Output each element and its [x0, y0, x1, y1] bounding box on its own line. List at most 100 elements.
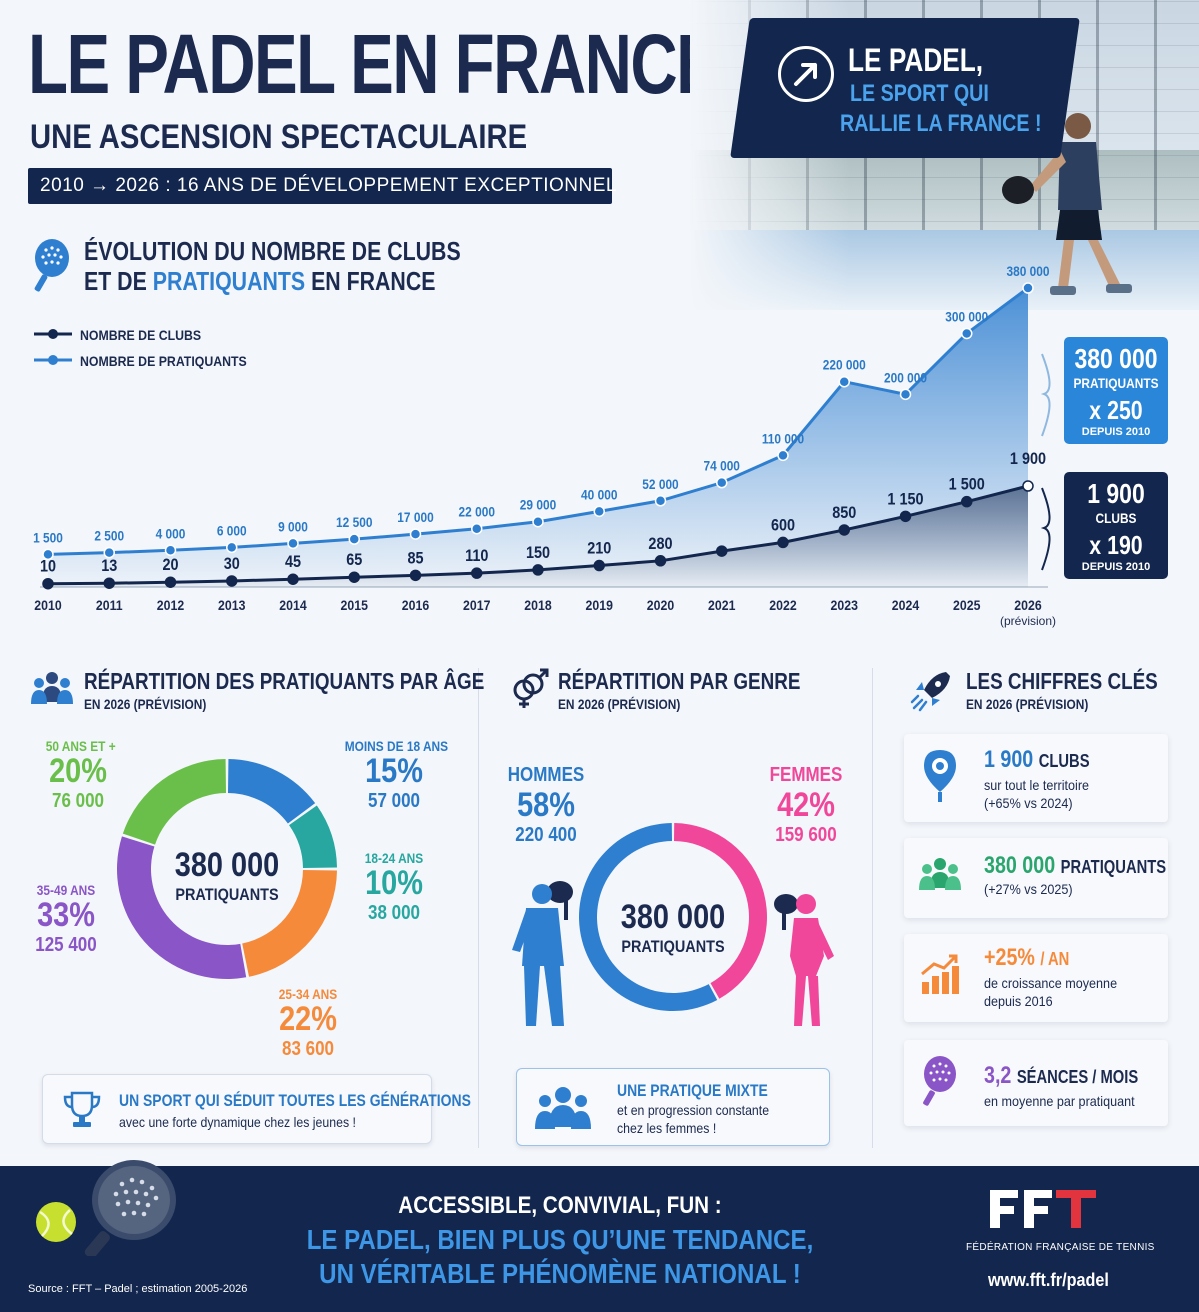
clubs-point	[164, 576, 177, 588]
x-tick-label: 2017	[463, 597, 490, 613]
key-desc-1: sur tout le territoire	[984, 777, 1090, 793]
x-tick-label: 2015	[341, 597, 368, 613]
evolution-title: ÉVOLUTION DU NOMBRE DE CLUBS	[84, 236, 461, 266]
pratiquants-label: 200 000	[884, 369, 927, 385]
period-banner: 2010 → 2026 : 16 ANS DE DÉVELOPPEMENT EX…	[28, 168, 616, 204]
key-num: 1 900 CLUBS	[984, 746, 1090, 774]
genre-label-femmes: FEMMES 42% 159 600	[765, 764, 847, 847]
x-tick-label: 2011	[96, 597, 123, 613]
racket-and-ball-decoration	[36, 1160, 176, 1256]
clubs-label: 1 900	[1010, 450, 1046, 468]
genre-pct: 58%	[517, 786, 575, 824]
age-donut-center: 380 000 PRATIQUANTS	[154, 846, 300, 905]
age-segment	[289, 805, 337, 869]
clubs-point	[42, 577, 54, 590]
pratiquants-point	[777, 449, 789, 462]
genre-box-line2: chez les femmes !	[617, 1120, 717, 1136]
pratiquants-label: 1 500	[33, 529, 63, 545]
age-label-50-plus: 50 ANS ET + 20% 76 000	[46, 738, 116, 813]
callout-bracket-clubs	[1040, 487, 1051, 571]
clubs-area	[48, 486, 1028, 587]
x-tick-label: 2024	[892, 597, 920, 613]
title-suffix: EN FRANCE	[311, 266, 436, 296]
clubs-point	[838, 524, 850, 536]
players-group-icon	[919, 858, 961, 890]
genre-subtitle: EN 2026 (PRÉVISION)	[558, 696, 681, 712]
x-tick-label: 2021	[708, 597, 735, 613]
evolution-title-2: ET DE PRATIQUANTS EN FRANCE	[84, 266, 435, 297]
group-people-icon	[31, 672, 73, 704]
key-figures-subtitle: EN 2026 (PRÉVISION)	[966, 696, 1089, 712]
key-desc-2: depuis 2016	[984, 993, 1053, 1009]
clubs-point	[409, 569, 422, 582]
clubs-label: 65	[346, 551, 362, 569]
key-value: 3,2	[984, 1062, 1012, 1089]
gender-symbol-icon	[513, 668, 549, 708]
callout-multiplier: x 250	[1089, 395, 1143, 425]
segment-pct: 10%	[365, 864, 423, 902]
key-card-growth: +25% / AN de croissance moyenne depuis 2…	[904, 934, 1168, 1022]
forecast-note: (prévision)	[1000, 614, 1057, 628]
clubs-label: 1 500	[949, 476, 985, 494]
key-figures-title: LES CHIFFRES CLÉS	[966, 668, 1158, 694]
legend-pratiquants: NOMBRE DE PRATIQUANTS	[80, 353, 247, 369]
x-tick-label: 2025	[953, 597, 980, 613]
title-accent: PRATIQUANTS	[152, 266, 306, 296]
fft-website-link[interactable]: www.fft.fr/padel	[988, 1270, 1109, 1290]
pratiquants-label: 6 000	[217, 522, 247, 538]
segment-count: 38 000	[367, 901, 420, 924]
racket-icon	[923, 1056, 956, 1106]
pratiquants-label: 220 000	[823, 357, 866, 373]
clubs-point	[654, 555, 667, 567]
key-card-pratiquants: 380 000 PRATIQUANTS (+27% vs 2025)	[904, 838, 1168, 918]
center-value: 380 000	[620, 898, 726, 936]
clubs-label: 850	[832, 504, 856, 522]
pratiquants-point	[42, 548, 54, 561]
pratiquants-label: 22 000	[459, 504, 495, 520]
legend-pratiquants-marker	[34, 355, 72, 365]
pratiquants-point	[716, 476, 728, 489]
key-card-sessions: 3,2 SÉANCES / MOIS en moyenne par pratiq…	[904, 1040, 1168, 1126]
pratiquants-point	[593, 505, 605, 518]
pratiquants-label: 300 000	[945, 309, 988, 325]
key-unit: CLUBS	[1038, 751, 1090, 771]
pratiquants-label: 40 000	[581, 486, 617, 502]
female-player-silhouette	[774, 894, 834, 1026]
age-box-text: avec une forte dynamique chez les jeunes…	[119, 1114, 356, 1130]
padel-player-illustration	[1002, 113, 1132, 295]
genre-title: RÉPARTITION PAR GENRE	[558, 668, 801, 694]
genre-name: FEMMES	[769, 764, 843, 786]
pratiquants-point	[899, 388, 912, 401]
center-label: PRATIQUANTS	[175, 885, 279, 904]
segment-count: 125 400	[35, 933, 97, 956]
segment-name: 25-34 ANS	[278, 986, 338, 1002]
callout-since: DEPUIS 2010	[1081, 561, 1151, 573]
x-tick-label: 2014	[279, 597, 307, 613]
x-tick-label: 2018	[524, 597, 551, 613]
genre-info-box: UNE PRATIQUE MIXTE et en progression con…	[516, 1068, 830, 1146]
key-desc-1: en moyenne par pratiquant	[984, 1093, 1135, 1109]
clubs-label: 45	[285, 553, 301, 571]
age-box-title: UN SPORT QUI SÉDUIT TOUTES LES GÉNÉRATIO…	[119, 1091, 471, 1110]
age-label-25-34: 25-34 ANS 22% 83 600	[276, 986, 341, 1061]
slogan-line-3: RALLIE LA FRANCE !	[840, 110, 1042, 137]
key-value: 1 900	[984, 746, 1034, 773]
x-tick-label: 2019	[586, 597, 613, 613]
key-desc-1: de croissance moyenne	[984, 975, 1118, 991]
age-label-18-24: 18-24 ANS 10% 38 000	[362, 850, 427, 925]
clubs-point	[961, 495, 973, 508]
genre-pct: 42%	[777, 786, 835, 824]
genre-box-title: UNE PRATIQUE MIXTE	[617, 1081, 768, 1100]
pratiquants-point	[838, 375, 850, 388]
callout-clubs: 1 900 CLUBS x 190 DEPUIS 2010	[1064, 472, 1168, 579]
genre-box-line1: et en progression constante	[617, 1102, 770, 1118]
callout-bracket-pratiquants	[1040, 353, 1051, 437]
clubs-label: 1 150	[887, 490, 923, 508]
footer-line-1: ACCESSIBLE, CONVIVIAL, FUN :	[398, 1192, 722, 1219]
clubs-point	[777, 536, 789, 549]
clubs-point	[103, 577, 115, 589]
fft-organisation-name: FÉDÉRATION FRANÇAISE DE TENNIS	[966, 1242, 1155, 1253]
page-subtitle: UNE ASCENSION SPECTACULAIRE	[30, 118, 528, 156]
pratiquants-area	[48, 288, 1028, 587]
center-value: 380 000	[174, 846, 280, 884]
